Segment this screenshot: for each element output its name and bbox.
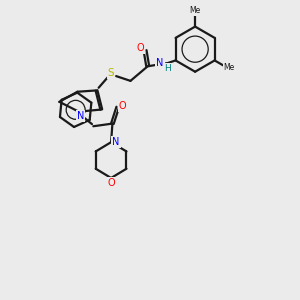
Text: N: N [156, 58, 164, 68]
Text: S: S [108, 68, 114, 78]
Text: O: O [119, 100, 126, 110]
Text: O: O [107, 178, 115, 188]
Text: H: H [164, 64, 171, 73]
Text: N: N [77, 111, 85, 121]
Text: O: O [136, 43, 144, 53]
Text: N: N [112, 136, 120, 147]
Text: Me: Me [190, 6, 201, 15]
Text: Me: Me [224, 63, 235, 72]
